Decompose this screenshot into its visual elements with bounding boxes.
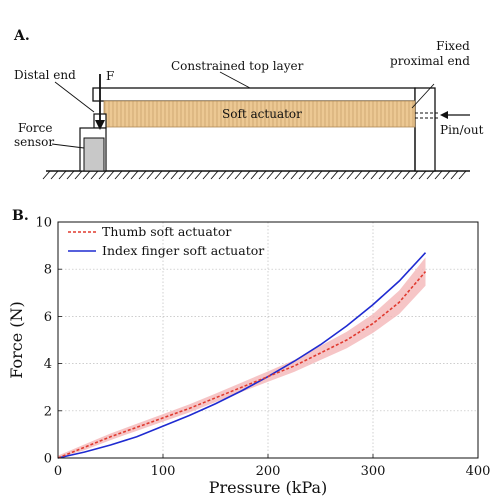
index-series-line xyxy=(57,252,427,459)
ground-hatch-line xyxy=(66,170,75,180)
fixed-end-label-line1: Fixed xyxy=(436,39,470,53)
ground-hatch-line xyxy=(266,170,275,180)
fixed-proximal-block xyxy=(414,87,436,172)
y-axis-label: Force (N) xyxy=(7,301,26,379)
thumb-series-line xyxy=(57,271,427,459)
distal-end-label: Distal end xyxy=(14,68,76,82)
ground-hatch-line xyxy=(362,170,371,180)
distal-end-leader xyxy=(54,81,95,113)
chart-ticks: 0 100 200 300 400 0 2 4 6 8 10 xyxy=(35,216,490,480)
panel-a-label: A. xyxy=(13,28,30,44)
ground-hatch-line xyxy=(410,170,419,180)
ground-hatch-line xyxy=(346,170,355,180)
ground-hatch-line xyxy=(218,170,227,180)
soft-actuator-label: Soft actuator xyxy=(222,107,302,121)
legend-index-label: Index finger soft actuator xyxy=(102,243,264,258)
y-tick-label: 10 xyxy=(35,216,52,231)
ground-hatch-line xyxy=(298,170,307,180)
ground-hatch-line xyxy=(370,170,379,180)
constrained-layer-label: Constrained top layer xyxy=(171,59,304,73)
ground-hatch-line xyxy=(274,170,283,180)
constrained-layer-leader xyxy=(219,71,251,89)
ground-hatch-line xyxy=(82,170,91,180)
x-tick-label: 300 xyxy=(361,464,386,479)
ground-hatch-line xyxy=(106,170,115,180)
force-pressure-chart: B. 0 100 200 300 400 0 2 4 6 8 10 Thumb soft actua… xyxy=(7,208,490,497)
ground-hatch-line xyxy=(194,170,203,180)
ground-hatch-line xyxy=(122,170,131,180)
ground-hatch-line xyxy=(426,170,435,180)
ground-hatch-line xyxy=(154,170,163,180)
ground-hatch-line xyxy=(138,170,147,180)
legend-thumb-label: Thumb soft actuator xyxy=(102,224,231,239)
ground-hatch-line xyxy=(90,170,99,180)
x-tick-label: 0 xyxy=(54,464,62,479)
ground-hatch-line xyxy=(242,170,251,180)
x-axis-label: Pressure (kPa) xyxy=(209,478,328,497)
ground-hatch-line xyxy=(322,170,331,180)
y-tick-label: 0 xyxy=(44,452,52,467)
ground-hatch-line xyxy=(338,170,347,180)
ground-hatch-line xyxy=(114,170,123,180)
ground-hatch-line xyxy=(234,170,243,180)
ground-hatch-line xyxy=(418,170,427,180)
panel-b-label: B. xyxy=(12,208,29,224)
ground-hatch-line xyxy=(330,170,339,180)
ground-hatch-line xyxy=(442,170,451,180)
ground-hatch-line xyxy=(58,170,67,180)
ground-hatching xyxy=(42,170,467,180)
y-tick-label: 2 xyxy=(44,404,52,419)
ground-hatch-line xyxy=(162,170,171,180)
force-sensor-label-line1: Force xyxy=(18,121,52,135)
x-tick-label: 400 xyxy=(466,464,491,479)
ground-hatch-line xyxy=(226,170,235,180)
force-arrow-label: F xyxy=(106,69,114,83)
ground-hatch-line xyxy=(178,170,187,180)
actuator-schematic: A. F Distal end Constrained top layer Fi… xyxy=(13,28,484,180)
x-tick-label: 200 xyxy=(256,464,281,479)
constrained-top-layer xyxy=(92,87,416,102)
force-arrow-head xyxy=(95,120,105,130)
y-tick-label: 8 xyxy=(44,263,52,278)
y-tick-label: 4 xyxy=(44,357,52,372)
chart-legend: Thumb soft actuator Index finger soft act… xyxy=(68,224,264,258)
x-tick-label: 100 xyxy=(151,464,176,479)
ground-hatch-line xyxy=(202,170,211,180)
ground-hatch-line xyxy=(258,170,267,180)
ground-hatch-line xyxy=(146,170,155,180)
ground-hatch-line xyxy=(354,170,363,180)
force-sensor-leader xyxy=(51,143,85,149)
ground-hatch-line xyxy=(170,170,179,180)
fixed-end-leader xyxy=(411,83,435,109)
ground-hatch-line xyxy=(402,170,411,180)
ground-hatch-line xyxy=(434,170,443,180)
ground-hatch-line xyxy=(210,170,219,180)
thumb-variance-band xyxy=(58,257,426,458)
fixed-end-label-line2: proximal end xyxy=(390,54,470,68)
chart-series xyxy=(57,252,427,459)
pin-arrow-head xyxy=(440,111,448,119)
ground-hatch-line xyxy=(378,170,387,180)
ground-hatch-line xyxy=(306,170,315,180)
ground-hatch-line xyxy=(50,170,59,180)
ground-hatch-line xyxy=(314,170,323,180)
ground-hatch-line xyxy=(386,170,395,180)
ground-hatch-line xyxy=(74,170,83,180)
y-tick-label: 6 xyxy=(44,310,52,325)
ground-hatch-line xyxy=(186,170,195,180)
ground-hatch-line xyxy=(458,170,467,180)
ground-hatch-line xyxy=(98,170,107,180)
ground-hatch-line xyxy=(394,170,403,180)
force-sensor-label-line2: sensor xyxy=(14,135,54,149)
ground-hatch-line xyxy=(282,170,291,180)
ground-hatch-line xyxy=(130,170,139,180)
thumb-variance-area xyxy=(58,257,426,458)
ground-hatch-line xyxy=(450,170,459,180)
ground-hatch-line xyxy=(290,170,299,180)
pin-out-label: Pin/out xyxy=(440,123,484,137)
force-sensor xyxy=(83,137,105,172)
ground-hatch-line xyxy=(42,170,51,180)
ground-hatch-line xyxy=(250,170,259,180)
